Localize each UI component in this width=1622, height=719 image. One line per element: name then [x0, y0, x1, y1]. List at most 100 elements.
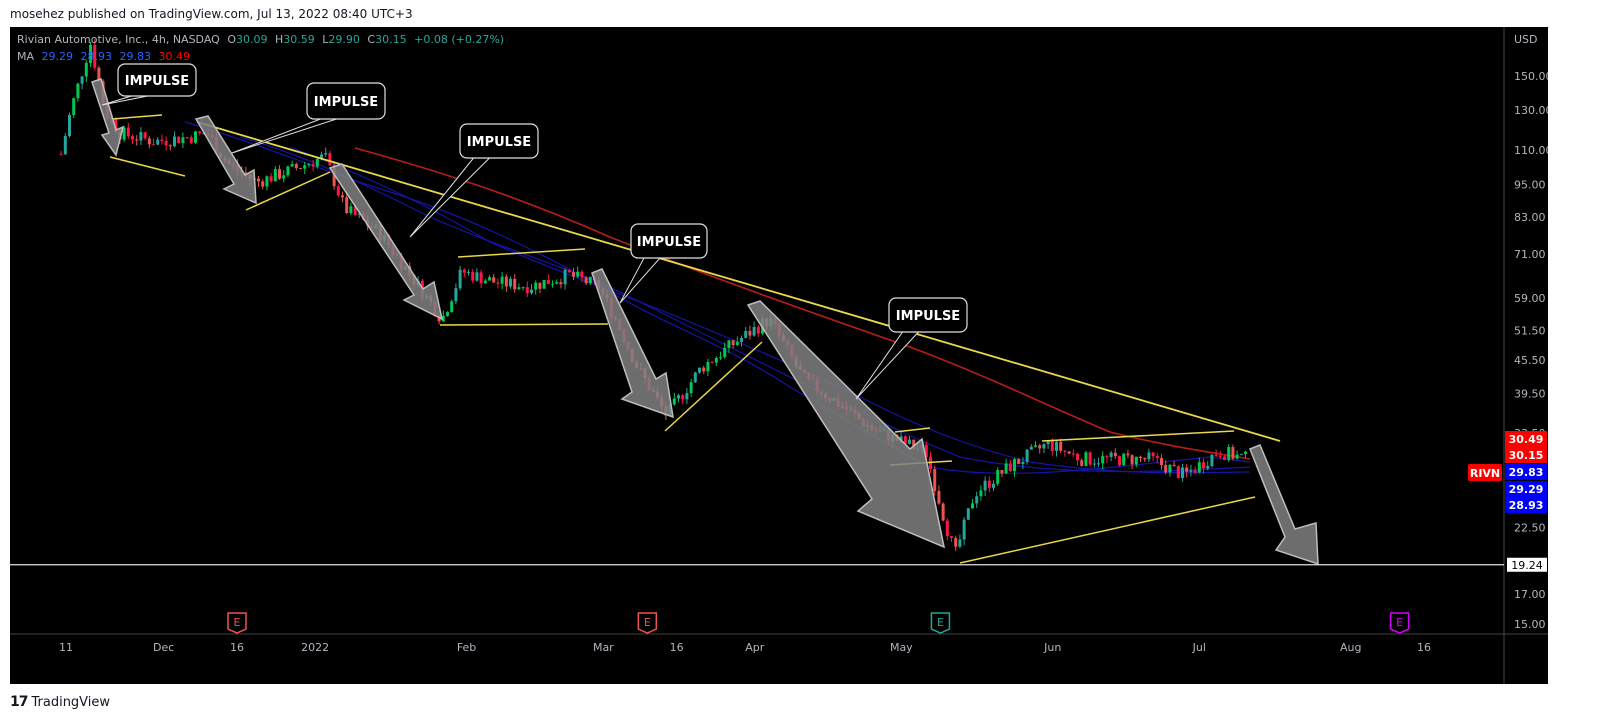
candle — [483, 278, 487, 284]
candle — [257, 175, 261, 187]
impulse-callout[interactable]: IMPULSE — [101, 63, 197, 106]
candle — [160, 134, 164, 145]
earnings-marker[interactable]: E — [637, 612, 658, 634]
candle-body — [1206, 466, 1210, 469]
legend-row-ohlc: Rivian Automotive, Inc., 4h, NASDAQ O30.… — [17, 33, 504, 46]
impulse-callout[interactable]: IMPULSE — [619, 223, 708, 304]
candle — [992, 480, 996, 492]
impulse-callout[interactable]: IMPULSE — [855, 297, 968, 400]
candle — [1034, 440, 1038, 448]
candle — [941, 502, 945, 522]
axis-price-tag: 29.83 — [1505, 464, 1547, 480]
projection-arrows[interactable] — [91, 78, 1319, 566]
candle — [538, 282, 542, 294]
candle-body — [714, 357, 718, 363]
candle-body — [685, 393, 689, 400]
candle-body — [59, 154, 63, 156]
candle-body — [311, 164, 315, 167]
candle — [194, 130, 198, 144]
candle-body — [160, 139, 164, 141]
legend-ma-3: 29.83 — [120, 50, 152, 63]
candle — [1025, 448, 1029, 465]
axis-tag-value: 29.29 — [1509, 483, 1544, 496]
legend-row-ma: MA 29.29 28.93 29.83 30.49 — [17, 50, 190, 63]
candle — [555, 279, 559, 285]
candle-body — [1013, 459, 1017, 472]
earnings-marker[interactable]: E — [227, 612, 247, 634]
candle — [1164, 460, 1168, 475]
chart-background — [10, 27, 1548, 684]
candle-body — [1147, 452, 1151, 460]
candle-body — [72, 98, 76, 115]
candle-body — [1071, 453, 1075, 455]
candle — [966, 508, 970, 520]
candle-body — [1025, 449, 1029, 462]
callout-text: IMPULSE — [314, 95, 378, 110]
legend-close: 30.15 — [375, 33, 407, 46]
candle-body — [735, 341, 739, 346]
candle — [710, 361, 714, 364]
candle — [971, 498, 975, 509]
earnings-marker[interactable]: E — [1389, 612, 1410, 634]
candle — [307, 162, 311, 168]
candle — [706, 358, 710, 376]
candle — [1042, 442, 1046, 454]
candle — [950, 535, 954, 542]
candle-body — [966, 508, 970, 520]
candle — [488, 275, 492, 281]
candle — [126, 122, 130, 139]
candle — [1088, 451, 1092, 467]
candle — [328, 150, 332, 166]
candle — [1101, 451, 1105, 470]
candle — [1013, 457, 1017, 477]
candle — [1172, 460, 1176, 467]
candle-body — [63, 136, 67, 155]
candle-body — [164, 140, 168, 146]
candle-body — [1202, 462, 1206, 469]
callout-text: IMPULSE — [125, 74, 189, 89]
candle — [1059, 438, 1063, 454]
candle-body — [156, 139, 160, 145]
trendline-main — [196, 121, 1281, 442]
x-tick-label: 11 — [59, 641, 73, 654]
candle — [181, 132, 185, 149]
price-chart[interactable]: USD 150.00 130.00 110.00 95.00 83.00 71.00 59.… — [10, 27, 1553, 684]
candle — [979, 485, 983, 501]
candle-body — [1029, 446, 1033, 450]
candle-body — [1244, 451, 1248, 455]
axis-price-tag: 28.93 — [1505, 497, 1547, 513]
candle — [937, 485, 941, 505]
impulse-callout[interactable]: IMPULSE — [231, 82, 386, 154]
candle — [1197, 457, 1201, 474]
candle-body — [513, 278, 517, 290]
candle-body — [328, 153, 332, 166]
trendline-flag1-top — [111, 114, 163, 120]
candle-body — [954, 537, 958, 547]
chart-panel[interactable]: USD 150.00 130.00 110.00 95.00 83.00 71.00 59.… — [10, 27, 1553, 684]
candle — [1021, 457, 1025, 469]
earnings-marker[interactable]: E — [930, 612, 951, 634]
candle-body — [1055, 441, 1059, 451]
candle — [1206, 461, 1210, 471]
candle-body — [1000, 470, 1004, 474]
candle — [1139, 455, 1143, 463]
candle-body — [941, 503, 945, 521]
candle-body — [122, 127, 126, 140]
candle — [714, 356, 718, 367]
candle — [567, 269, 571, 273]
candle — [177, 136, 181, 144]
trendline-flag3-top — [894, 427, 931, 433]
support-line[interactable]: 19.24 — [10, 557, 1547, 572]
candle — [1189, 464, 1193, 477]
impulse-callout[interactable]: IMPULSE — [409, 123, 539, 238]
candle-body — [273, 169, 277, 182]
candle — [542, 279, 546, 289]
candle-body — [168, 145, 172, 147]
candle-body — [908, 439, 912, 444]
candle — [719, 351, 723, 361]
candle-body — [261, 181, 265, 187]
candle — [76, 82, 80, 102]
candle-body — [1181, 467, 1185, 478]
legend-ma-label: MA — [17, 50, 34, 63]
footer-brand[interactable]: 17 TradingView — [10, 694, 110, 710]
